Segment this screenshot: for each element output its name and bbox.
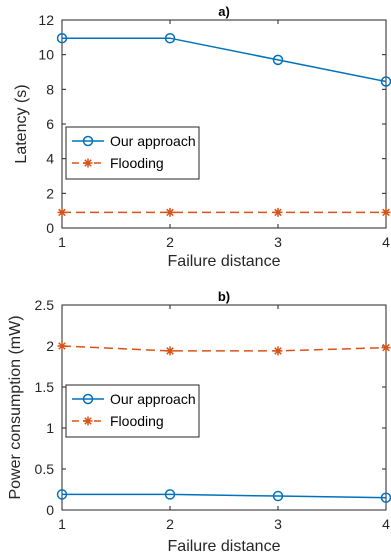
chart-title: a): [218, 4, 230, 19]
x-tick-label: 1: [58, 234, 66, 250]
series-flooding: [57, 341, 391, 356]
legend-marker: [83, 416, 93, 426]
chart-title: b): [218, 289, 230, 304]
data-point: [164, 489, 176, 500]
x-tick-label: 2: [166, 516, 174, 532]
data-point: [164, 32, 176, 44]
legend: Our approach Flooding: [65, 384, 200, 438]
series-line: [62, 493, 387, 499]
legend: Our approach Flooding: [65, 126, 200, 180]
x-tick-label: 2: [166, 234, 174, 250]
y-tick-label: 0.5: [35, 461, 55, 477]
legend-marker: [83, 158, 93, 168]
y-tick-label: 4: [46, 151, 54, 167]
y-tick-label: 0: [46, 220, 54, 236]
y-tick-label: 10: [38, 47, 54, 63]
axes-box: [61, 19, 387, 229]
x-tick-label: 1: [58, 516, 66, 532]
data-point: [56, 489, 68, 500]
data-point: [273, 346, 283, 356]
series-flooding: [57, 207, 391, 217]
data-point: [56, 32, 68, 44]
data-point: [381, 207, 391, 217]
legend-label: Flooding: [110, 155, 164, 171]
y-axis-label: Latency (s): [13, 84, 30, 163]
series-line: [62, 37, 387, 83]
data-point: [272, 490, 284, 502]
data-point: [165, 207, 175, 217]
data-point: [165, 346, 175, 356]
y-tick-label: 6: [46, 116, 54, 132]
x-axis-label: Failure distance: [168, 538, 281, 555]
legend-label: Our approach: [110, 391, 196, 407]
y-axis-label: Power consumption (mW): [7, 315, 24, 499]
legend-label: Our approach: [110, 133, 196, 149]
x-tick-label: 4: [382, 234, 390, 250]
legend-marker: [82, 135, 94, 147]
y-tick-label: 1.5: [35, 379, 55, 395]
x-tick-label: 3: [274, 516, 282, 532]
chart-panel-2: 1 2 3 4 0 0.5 1 1.5 2 2.5 b) Failure distance Power …: [7, 289, 391, 555]
y-tick-label: 12: [38, 12, 54, 28]
legend-box: [65, 126, 200, 180]
series-line: [61, 345, 387, 352]
x-tick-label: 4: [382, 516, 390, 532]
legend-box: [65, 384, 200, 438]
legend-label: Flooding: [110, 413, 164, 429]
y-tick-label: 2.5: [35, 297, 55, 313]
data-point: [272, 54, 284, 66]
x-axis-label: Failure distance: [168, 253, 281, 270]
y-tick-label: 2: [46, 185, 54, 201]
y-tick-label: 8: [46, 81, 54, 97]
y-tick-label: 2: [46, 338, 54, 354]
data-point: [381, 343, 391, 353]
legend-marker: [82, 393, 94, 405]
y-tick-label: 0: [46, 502, 54, 518]
data-point: [57, 341, 67, 351]
data-point: [57, 207, 67, 217]
x-tick-label: 3: [274, 234, 282, 250]
y-tick-label: 1: [46, 420, 54, 436]
data-point: [273, 207, 283, 217]
